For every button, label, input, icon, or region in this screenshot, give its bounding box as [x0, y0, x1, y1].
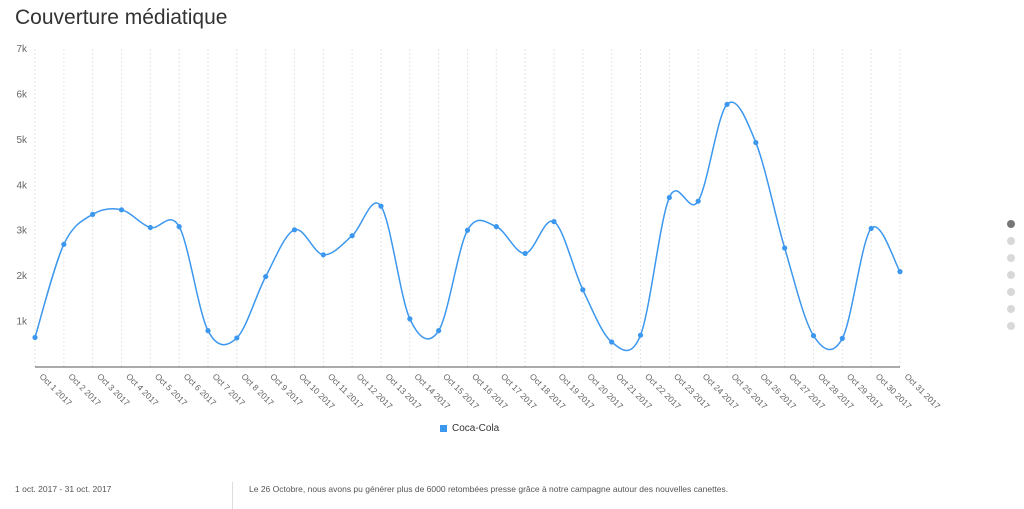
- y-tick-label: 2k: [16, 271, 28, 282]
- pager-dot[interactable]: [1007, 254, 1015, 262]
- y-tick-label: 7k: [16, 44, 28, 55]
- data-point[interactable]: [176, 224, 182, 230]
- series-line: [34, 101, 901, 352]
- data-point[interactable]: [263, 273, 269, 280]
- data-point[interactable]: [782, 245, 788, 251]
- slide-pager: [1007, 220, 1015, 330]
- data-point[interactable]: [753, 139, 759, 146]
- data-point[interactable]: [291, 227, 298, 233]
- data-point[interactable]: [378, 203, 384, 209]
- pager-dot[interactable]: [1007, 271, 1015, 279]
- legend-swatch: [440, 425, 447, 432]
- footer-date-range: 1 oct. 2017 - 31 oct. 2017: [15, 484, 112, 494]
- data-point[interactable]: [609, 339, 615, 345]
- y-tick-label: 5k: [16, 135, 28, 146]
- y-axis: 1k 2k 3k 4k 5k 6k 7k: [16, 44, 28, 328]
- data-point[interactable]: [493, 224, 499, 230]
- y-tick-label: 1k: [16, 317, 28, 328]
- legend-label: Coca-Cola: [452, 423, 500, 434]
- data-point[interactable]: [436, 328, 442, 334]
- footer-note: Le 26 Octobre, nous avons pu générer plu…: [249, 484, 729, 494]
- data-point[interactable]: [32, 334, 38, 341]
- footer-divider: [232, 482, 233, 509]
- data-point[interactable]: [61, 241, 67, 247]
- data-point[interactable]: [897, 269, 903, 275]
- data-point[interactable]: [724, 101, 730, 108]
- pager-dot[interactable]: [1007, 220, 1015, 228]
- data-point[interactable]: [407, 316, 413, 322]
- data-point[interactable]: [90, 211, 96, 217]
- data-point[interactable]: [810, 333, 817, 339]
- pager-dot[interactable]: [1007, 305, 1015, 313]
- data-point[interactable]: [205, 328, 211, 334]
- data-point[interactable]: [551, 219, 557, 225]
- data-point[interactable]: [637, 332, 644, 338]
- data-point[interactable]: [868, 225, 874, 232]
- pager-dot[interactable]: [1007, 288, 1015, 296]
- pager-dot[interactable]: [1007, 322, 1015, 330]
- y-tick-label: 6k: [16, 89, 28, 100]
- grid-lines: [34, 49, 901, 367]
- data-point[interactable]: [580, 287, 586, 293]
- data-point[interactable]: [147, 224, 153, 231]
- legend[interactable]: Coca-Cola: [440, 423, 499, 434]
- data-point[interactable]: [666, 194, 672, 201]
- data-point[interactable]: [464, 227, 471, 233]
- series-coca-cola: [32, 101, 903, 352]
- chart-title: Couverture médiatique: [15, 6, 228, 29]
- y-tick-label: 3k: [16, 226, 28, 237]
- y-tick-label: 4k: [16, 180, 28, 191]
- data-point[interactable]: [320, 252, 326, 258]
- data-point[interactable]: [349, 233, 355, 239]
- data-point[interactable]: [118, 207, 125, 213]
- data-point[interactable]: [234, 335, 240, 341]
- data-point[interactable]: [695, 198, 701, 204]
- data-point[interactable]: [839, 335, 845, 341]
- pager-dot[interactable]: [1007, 237, 1015, 245]
- data-point[interactable]: [522, 250, 528, 257]
